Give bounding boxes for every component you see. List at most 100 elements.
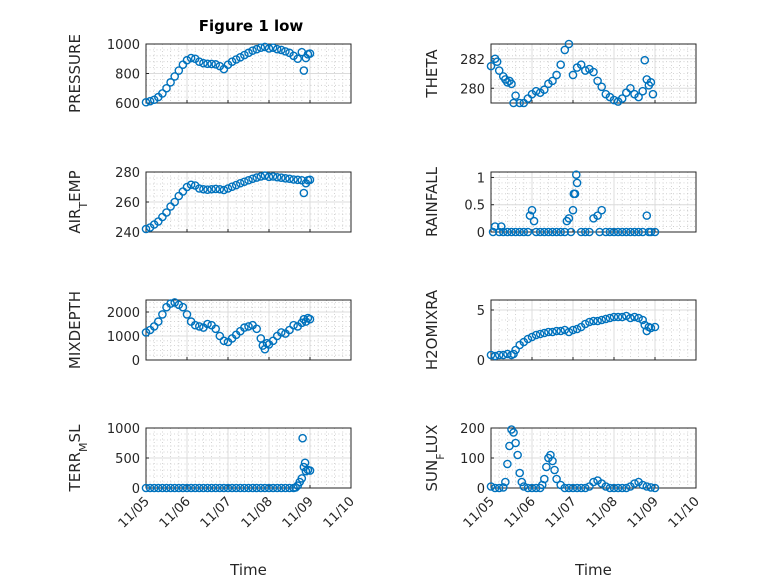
data-point (486, 350, 496, 360)
data-point (260, 483, 270, 493)
data-point (494, 66, 504, 75)
data-point (227, 182, 237, 191)
data-point (305, 49, 315, 58)
data-point (219, 185, 229, 195)
y-tick-label: 600 (115, 97, 140, 112)
data-point (490, 351, 500, 361)
y-tick-label: 1000 (107, 38, 140, 53)
data-point (564, 214, 574, 223)
data-point (597, 82, 607, 92)
data-point (626, 83, 635, 93)
data-point (548, 227, 557, 237)
data-point (162, 83, 171, 93)
data-point (498, 227, 508, 237)
data-point (203, 319, 212, 329)
data-point (492, 57, 502, 67)
y-tick-label: 1 (477, 171, 485, 186)
data-point (240, 50, 249, 60)
data-point (252, 483, 262, 493)
data-point (141, 483, 151, 493)
y-tick-label: 240 (115, 226, 140, 241)
data-point (527, 205, 537, 215)
data-point (527, 483, 537, 493)
data-point (531, 330, 541, 340)
data-point (540, 328, 549, 338)
data-point (298, 433, 307, 443)
data-point (178, 483, 188, 493)
data-point (276, 45, 286, 55)
data-point (281, 483, 290, 493)
data-point (519, 227, 529, 237)
data-point (609, 483, 619, 493)
data-point (589, 316, 598, 326)
data-point (276, 483, 286, 493)
data-point (552, 326, 561, 336)
data-point (276, 173, 286, 182)
data-point (517, 477, 527, 487)
data-point (576, 60, 586, 69)
data-point (235, 178, 245, 188)
data-point (570, 189, 580, 199)
data-point (560, 483, 570, 493)
y-axis-label-mixdepth: MIXDEPTH (66, 291, 84, 369)
data-point (244, 322, 253, 331)
data-point (613, 312, 623, 322)
data-point (622, 227, 631, 237)
data-point (572, 483, 582, 493)
y-axis-label-pressure: PRESSURE (66, 34, 84, 113)
data-point (531, 86, 541, 96)
data-point (293, 175, 303, 185)
figure-title: Figure 1 low (199, 17, 304, 35)
y-axis-label-terr_msl: TERRMSL (66, 424, 90, 493)
data-point (166, 78, 175, 87)
data-point (552, 227, 561, 237)
data-point (601, 482, 611, 491)
panel-sun_flux: 0 100 200 SUNFLUX 11/05 11/06 11/07 11/08 11/09 1… (423, 422, 703, 579)
data-point (264, 44, 274, 53)
data-point (145, 96, 155, 106)
y-tick-label: 1000 (107, 330, 140, 345)
data-point (650, 227, 660, 237)
data-point (622, 311, 631, 321)
data-point (248, 483, 257, 493)
y-axis-label-sun_flux: SUNFLUX (423, 425, 447, 492)
data-point (568, 205, 578, 215)
data-point (576, 483, 586, 493)
data-point (256, 43, 266, 52)
data-point (535, 329, 545, 339)
data-point (305, 466, 315, 475)
data-point (300, 458, 310, 468)
data-point (235, 52, 245, 62)
data-point (494, 483, 504, 493)
y-axis-label-air_temp: AIRTEMP (66, 170, 90, 233)
data-point (581, 66, 590, 75)
data-point (264, 172, 274, 182)
data-point (605, 483, 615, 493)
x-tick-label: 11/07 (543, 494, 580, 531)
data-point (648, 89, 658, 99)
data-point (581, 483, 590, 493)
data-point (194, 184, 204, 193)
data-point (622, 483, 631, 493)
y-tick-label: 280 (460, 82, 485, 97)
y-tick-label: 100 (460, 452, 485, 467)
data-point (617, 94, 627, 103)
y-tick-label: 282 (460, 53, 485, 68)
data-point (162, 483, 171, 493)
data-point (178, 60, 188, 69)
data-point (190, 483, 200, 493)
x-axis-label: Time (574, 561, 612, 579)
data-point (597, 205, 607, 215)
data-point (248, 46, 257, 55)
data-point (203, 185, 212, 194)
y-tick-label: 800 (115, 68, 140, 83)
data-point (256, 172, 266, 181)
data-point (145, 483, 155, 493)
data-point (503, 227, 512, 237)
data-point (256, 483, 266, 493)
data-point (560, 227, 570, 237)
data-point (207, 59, 216, 69)
y-tick-label: 1000 (107, 422, 140, 437)
x-tick-label: 11/08 (239, 494, 276, 531)
data-point (141, 224, 151, 234)
